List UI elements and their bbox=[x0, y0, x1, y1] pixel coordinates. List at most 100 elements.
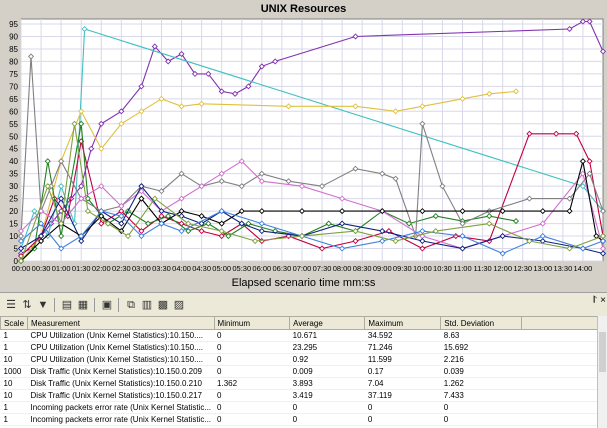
x-tick-label: 10:30 bbox=[433, 264, 452, 273]
data-point bbox=[573, 130, 580, 137]
cell-average: 3.419 bbox=[289, 389, 365, 402]
data-point bbox=[17, 228, 25, 235]
y-tick-label: 15 bbox=[9, 220, 18, 229]
close-icon[interactable]: × bbox=[600, 295, 606, 306]
y-axis-ticks: 0 5 10 15 20 25 30 35 40 45 50 55 60 65 70 75 80 85 90 95 bbox=[9, 20, 18, 266]
data-point bbox=[145, 220, 152, 227]
data-point bbox=[31, 245, 38, 252]
data-point bbox=[158, 208, 165, 215]
header-std-deviation[interactable]: Std. Deviation bbox=[440, 316, 523, 330]
data-point bbox=[599, 238, 607, 245]
data-point bbox=[118, 203, 125, 210]
data-point bbox=[298, 208, 306, 215]
x-tick-label: 03:30 bbox=[152, 264, 171, 273]
cell-std-deviation: 1.262 bbox=[440, 377, 522, 390]
data-point bbox=[486, 220, 493, 227]
table-row[interactable]: 1000 Disk Traffic (Unix Kernel Statistics… bbox=[0, 365, 598, 378]
data-point bbox=[178, 195, 185, 202]
cell-std-deviation: 2.216 bbox=[440, 353, 522, 366]
data-point bbox=[579, 158, 586, 165]
y-tick-label: 55 bbox=[9, 120, 18, 129]
header-scale[interactable]: Scale bbox=[0, 316, 29, 330]
data-point bbox=[379, 228, 386, 235]
cell-filler bbox=[521, 329, 598, 342]
data-point bbox=[238, 220, 245, 227]
table-body: 1 CPU Utilization (Unix Kernel Statistics… bbox=[0, 329, 598, 426]
data-point bbox=[158, 95, 165, 102]
y-tick-label: 5 bbox=[14, 245, 19, 254]
data-point bbox=[599, 233, 607, 240]
data-point bbox=[118, 220, 125, 227]
paste-icon[interactable]: ▥ bbox=[141, 299, 153, 311]
save-icon[interactable]: ▩ bbox=[157, 299, 169, 311]
vertical-scrollbar[interactable] bbox=[597, 316, 607, 428]
cell-measurement: Disk Traffic (Unix Kernel Statistics):10… bbox=[27, 365, 215, 378]
y-tick-label: 0 bbox=[14, 257, 19, 266]
data-point bbox=[191, 70, 198, 77]
data-point bbox=[58, 233, 65, 240]
y-tick-label: 35 bbox=[9, 170, 18, 179]
cell-maximum: 11.599 bbox=[364, 353, 441, 366]
cell-filler bbox=[521, 353, 598, 366]
pin-icon[interactable]: ⨡ bbox=[593, 295, 597, 306]
cell-measurement: Incoming packets error rate (Unix Kernel… bbox=[27, 401, 215, 414]
table-row[interactable]: 1 CPU Utilization (Unix Kernel Statistics… bbox=[0, 329, 598, 342]
data-point bbox=[138, 108, 145, 115]
data-point bbox=[392, 175, 399, 182]
y-tick-label: 70 bbox=[9, 82, 18, 91]
cell-maximum: 34.592 bbox=[364, 329, 441, 342]
data-point bbox=[586, 158, 593, 165]
table-icon[interactable]: ▦ bbox=[77, 299, 89, 311]
y-tick-label: 90 bbox=[9, 32, 18, 41]
data-point bbox=[419, 238, 426, 245]
data-point bbox=[17, 245, 25, 252]
cell-maximum: 7.04 bbox=[364, 377, 441, 390]
data-point bbox=[526, 195, 533, 202]
table-row[interactable]: 1 CPU Utilization (Unix Kernel Statistics… bbox=[0, 341, 598, 354]
data-point bbox=[98, 183, 105, 190]
data-point bbox=[218, 228, 225, 235]
table-row[interactable]: 10 Disk Traffic (Unix Kernel Statistics):… bbox=[0, 377, 598, 390]
list-icon[interactable]: ☰ bbox=[6, 299, 16, 311]
data-point bbox=[439, 183, 446, 190]
data-point bbox=[218, 220, 225, 227]
data-point bbox=[118, 120, 125, 127]
header-maximum[interactable]: Maximum bbox=[364, 316, 442, 330]
cell-minimum: 0 bbox=[214, 341, 290, 354]
data-point bbox=[539, 220, 546, 227]
y-tick-label: 95 bbox=[9, 20, 18, 29]
scrollbar-thumb[interactable] bbox=[599, 332, 606, 372]
data-point bbox=[138, 233, 145, 240]
data-point bbox=[178, 208, 185, 215]
funnel-icon[interactable]: ▼ bbox=[37, 299, 49, 311]
header-average[interactable]: Average bbox=[289, 316, 366, 330]
data-point bbox=[78, 108, 85, 115]
data-point bbox=[98, 145, 105, 152]
data-point bbox=[78, 183, 85, 190]
x-tick-label: 09:30 bbox=[393, 264, 412, 273]
data-point bbox=[486, 90, 493, 97]
x-tick-label: 14:00 bbox=[574, 264, 593, 273]
data-point bbox=[459, 220, 466, 227]
data-point bbox=[118, 108, 125, 115]
cell-maximum: 0 bbox=[364, 413, 441, 426]
table-row[interactable]: 10 Disk Traffic (Unix Kernel Statistics):… bbox=[0, 389, 598, 402]
data-point bbox=[318, 183, 326, 190]
export-icon[interactable]: ▣ bbox=[101, 299, 113, 311]
cell-filler bbox=[521, 341, 598, 354]
print-icon[interactable]: ▨ bbox=[173, 299, 185, 311]
data-point bbox=[512, 218, 520, 225]
header-minimum[interactable]: Minimum bbox=[213, 316, 291, 330]
cell-filler bbox=[521, 377, 598, 390]
table-row[interactable]: 1 Incoming packets error rate (Unix Kerne… bbox=[0, 401, 598, 414]
table-row[interactable]: 1 Incoming packets error rate (Unix Kerne… bbox=[0, 413, 598, 426]
data-point bbox=[118, 213, 125, 220]
chart-icon[interactable]: ▤ bbox=[61, 299, 73, 311]
header-measurement[interactable]: Measurement bbox=[27, 316, 215, 330]
filter-icon[interactable]: ⇅ bbox=[22, 299, 32, 311]
data-point bbox=[44, 158, 51, 165]
copy-icon[interactable]: ⧉ bbox=[127, 299, 135, 311]
table-row[interactable]: 10 CPU Utilization (Unix Kernel Statistic… bbox=[0, 353, 598, 366]
data-point bbox=[392, 238, 399, 245]
cell-maximum: 37.119 bbox=[364, 389, 441, 402]
